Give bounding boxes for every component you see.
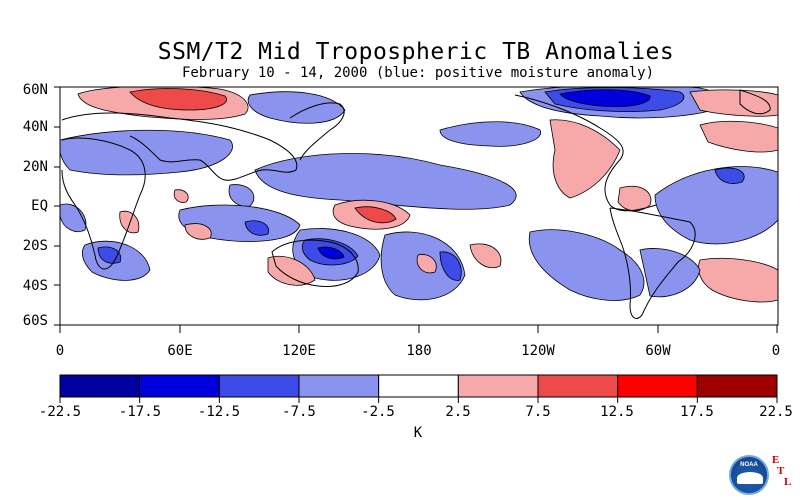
etl-logo: E T L [772,455,791,488]
lon-label: 60W [645,343,671,359]
coastline-east-asia [289,102,345,161]
etl-letter: T [777,465,785,477]
lat-label: 20S [22,238,48,254]
anomaly-region [439,121,541,147]
colorbar-label: 22.5 [759,404,793,420]
lat-label: EQ [31,198,48,214]
anomaly-region [129,88,227,111]
colorbar-swatch [378,374,459,398]
anomaly-region [60,203,87,232]
anomaly-region [654,166,778,245]
lat-label: 60N [22,82,48,98]
colorbar-swatch [218,374,300,398]
colorbar-label: -7.5 [282,404,316,420]
anomaly-region [267,255,316,286]
etl-letter: E [772,454,780,466]
lon-ticks [59,325,778,333]
colorbar-label: -12.5 [197,404,241,420]
anomaly-region [639,248,701,298]
anomaly-region [699,120,778,153]
colorbar-swatch [537,374,619,398]
anomaly-region [228,184,255,207]
anomaly-region [354,206,397,224]
coastline-greenland [739,89,771,115]
colorbar-swatch [617,374,698,398]
colorbar-swatch [696,374,778,398]
lon-label: 0 [771,343,781,359]
colorbar [59,374,778,403]
anomaly-region [416,254,437,274]
anomaly-region [549,119,621,199]
colorbar-label: 2.5 [445,404,471,420]
colorbar-label: -22.5 [38,404,82,420]
lat-label: 60S [22,313,48,329]
anomaly-region [469,243,502,269]
coastline-australia [271,239,359,287]
colorbar-label: -17.5 [118,404,162,420]
colorbar-swatch [139,374,220,398]
logo-text: NOAA [740,462,758,468]
coastline-north-america [514,94,657,212]
lat-label: 20N [22,159,48,175]
colorbar-swatch [59,374,141,398]
anomaly-region [689,89,778,117]
coastline-eurasia [61,112,298,181]
anomaly-region [698,257,778,303]
colorbar-label: 7.5 [525,404,551,420]
anomaly-region [184,223,212,240]
etl-letter: L [784,476,792,488]
anomaly-region [559,89,651,107]
coastlines [61,89,771,319]
lon-label: 180 [406,343,432,359]
colorbar-swatch [298,374,380,398]
anomaly-field [60,87,778,303]
map-title: SSM/T2 Mid Tropospheric TB Anomalies [157,39,675,65]
lon-label: 120E [282,343,316,359]
anomaly-region [119,210,140,234]
lat-ticks [54,86,60,326]
anomaly-region [244,220,270,236]
colorbar-unit: K [413,425,423,441]
coastline-south-america [609,207,696,319]
lon-label: 120W [521,343,555,359]
lon-label: 0 [55,343,65,359]
colorbar-label: -2.5 [361,404,395,420]
anomaly-region [173,189,189,203]
anomaly-region [247,91,346,124]
colorbar-swatch [457,374,539,398]
anomaly-region [317,246,345,260]
coastline-africa [61,137,146,270]
colorbar-label: 17.5 [680,404,714,420]
anomaly-region [528,229,645,301]
anomaly-region [617,185,652,212]
anomaly-region [439,251,462,281]
lon-label: 60E [167,343,193,359]
lat-label: 40N [22,119,48,135]
map-subtitle: February 10 - 14, 2000 (blue: positive m… [181,65,654,81]
noaa-logo: NOAA [729,455,769,495]
anomaly-region [254,153,517,210]
anomaly-region [714,167,745,184]
bird-icon [737,472,763,484]
colorbar-label: 12.5 [600,404,634,420]
lat-label: 40S [22,278,48,294]
anomaly-region [60,129,233,176]
